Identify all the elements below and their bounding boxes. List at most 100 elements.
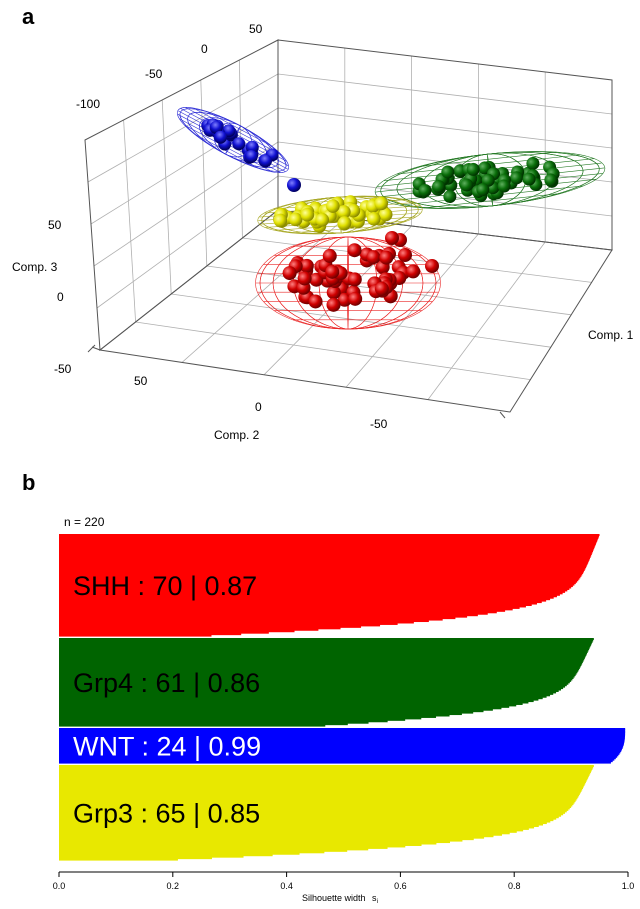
silhouette-bar-wnt — [59, 755, 618, 758]
Grp4-points — [412, 156, 560, 204]
silhouette-bar-shh — [59, 541, 597, 544]
silhouette-bar-wnt — [59, 754, 619, 757]
silhouette-bar-grp3 — [59, 841, 451, 844]
panel-b-letter: b — [22, 470, 36, 495]
comp1-axis-label: Comp. 1 — [588, 328, 634, 342]
silhouette-bar-grp3 — [59, 813, 564, 816]
comp3-tick-0: 0 — [57, 290, 64, 304]
Grp3-points — [273, 195, 393, 233]
SHH-point — [347, 272, 362, 287]
silhouette-bar-grp3 — [59, 767, 593, 770]
silhouette-bar-shh — [59, 545, 595, 548]
SHH-point — [347, 243, 362, 258]
Grp4-point — [418, 183, 432, 197]
silhouette-bar-grp3 — [59, 814, 562, 817]
Grp3-point — [378, 207, 393, 222]
silhouette-bar-grp3 — [59, 770, 591, 773]
silhouette-bar-grp3 — [59, 782, 586, 785]
Grp3-point — [374, 196, 389, 211]
Grp4-point — [432, 179, 446, 193]
SHH-point — [326, 297, 341, 312]
silhouette-bar-grp4 — [59, 692, 554, 695]
silhouette-bar-grp4 — [59, 698, 539, 701]
silhouette-bar-shh — [59, 595, 557, 598]
silhouette-bar-grp3 — [59, 854, 273, 857]
silhouette-bar-shh — [59, 538, 598, 541]
x-tick-label: 0.8 — [508, 881, 521, 891]
x-tick-label: 0.2 — [167, 881, 180, 891]
silhouette-wnt: WNT : 24 | 0.99 — [59, 728, 626, 764]
x-tick-label: 0.0 — [53, 881, 66, 891]
silhouette-bar-shh — [59, 615, 468, 618]
silhouette-bar-grp4 — [59, 718, 406, 721]
comp1-tick-neg50: -50 — [145, 67, 163, 81]
silhouette-bar-grp3 — [59, 803, 574, 806]
silhouette-bars: SHH : 70 | 0.87 Grp4 : 61 | 0.86 WNT : 24 … — [59, 534, 626, 861]
silhouette-bar-shh — [59, 596, 554, 599]
cluster-label-grp3: Grp3 : 65 | 0.85 — [73, 799, 260, 829]
silhouette-bar-shh — [59, 602, 537, 605]
silhouette-bar-grp4 — [59, 645, 591, 648]
clusters — [177, 107, 606, 330]
silhouette-bar-grp4 — [59, 648, 590, 651]
silhouette-bar-shh — [59, 586, 572, 589]
silhouette-bar-grp4 — [59, 701, 529, 704]
silhouette-bar-wnt — [59, 738, 625, 741]
WNT-point — [232, 137, 246, 151]
comp1-tick-neg100: -100 — [76, 97, 100, 111]
silhouette-bar-grp3 — [59, 830, 517, 833]
SHH-point — [326, 285, 341, 300]
silhouette-bar-wnt — [59, 741, 625, 744]
n-label: n = 220 — [64, 515, 105, 529]
silhouette-bar-shh — [59, 589, 568, 592]
Grp4-point — [544, 173, 558, 187]
SHH-point — [379, 250, 394, 265]
WNT-point — [213, 130, 227, 144]
silhouette-bar-grp3 — [59, 778, 588, 781]
WNT-point — [287, 178, 301, 192]
Grp4-point — [510, 171, 524, 185]
silhouette-bar-shh — [59, 622, 398, 625]
silhouette-bar-shh — [59, 630, 295, 633]
silhouette-bar-grp3 — [59, 838, 474, 841]
silhouette-bar-grp4 — [59, 694, 551, 697]
silhouette-bar-grp3 — [59, 769, 592, 772]
silhouette-bar-shh — [59, 568, 585, 572]
silhouette-bar-grp4 — [59, 682, 569, 685]
Grp3-point — [337, 216, 352, 230]
silhouette-bar-shh — [59, 618, 443, 621]
x-tick-label: 0.6 — [394, 881, 407, 891]
silhouette-bar-grp4 — [59, 715, 437, 718]
silhouette-bar-grp3 — [59, 801, 575, 804]
silhouette-bar-wnt — [59, 757, 616, 760]
silhouette-bar-grp3 — [59, 797, 578, 800]
silhouette-bar-wnt — [59, 742, 624, 745]
silhouette-bar-grp4 — [59, 671, 578, 674]
silhouette-bar-grp4 — [59, 708, 493, 711]
silhouette-bar-grp4 — [59, 714, 450, 717]
silhouette-bar-grp4 — [59, 662, 583, 665]
SHH-point — [325, 264, 340, 279]
Grp4-point — [443, 190, 457, 204]
silhouette-bar-grp3 — [59, 784, 585, 787]
silhouette-bar-grp3 — [59, 807, 570, 810]
silhouette-bar-wnt — [59, 739, 625, 742]
Grp4-point — [522, 172, 536, 186]
silhouette-bar-grp3 — [59, 855, 244, 858]
silhouette-bar-shh — [59, 619, 429, 623]
silhouette-bar-grp4 — [59, 652, 588, 655]
silhouette-bar-grp4 — [59, 721, 369, 724]
silhouette-bar-grp3 — [59, 800, 576, 803]
silhouette-bar-grp3 — [59, 845, 406, 848]
silhouette-bar-grp4 — [59, 658, 585, 661]
WNT-point — [258, 154, 272, 168]
scatter-3d-chart: 0 50 -50 -100 50 0 -50 Comp. 3 50 0 -50 … — [12, 22, 634, 442]
silhouette-bar-shh — [59, 590, 566, 593]
x-axis: 0.0 0.2 0.4 0.6 0.8 1.0 — [53, 871, 634, 891]
silhouette-bar-grp4 — [59, 663, 582, 667]
silhouette-bar-shh — [59, 592, 563, 595]
silhouette-bar-shh — [59, 625, 362, 628]
silhouette-bar-grp4 — [59, 643, 592, 646]
silhouette-bar-shh — [59, 570, 584, 573]
silhouette-bar-grp3 — [59, 775, 589, 778]
